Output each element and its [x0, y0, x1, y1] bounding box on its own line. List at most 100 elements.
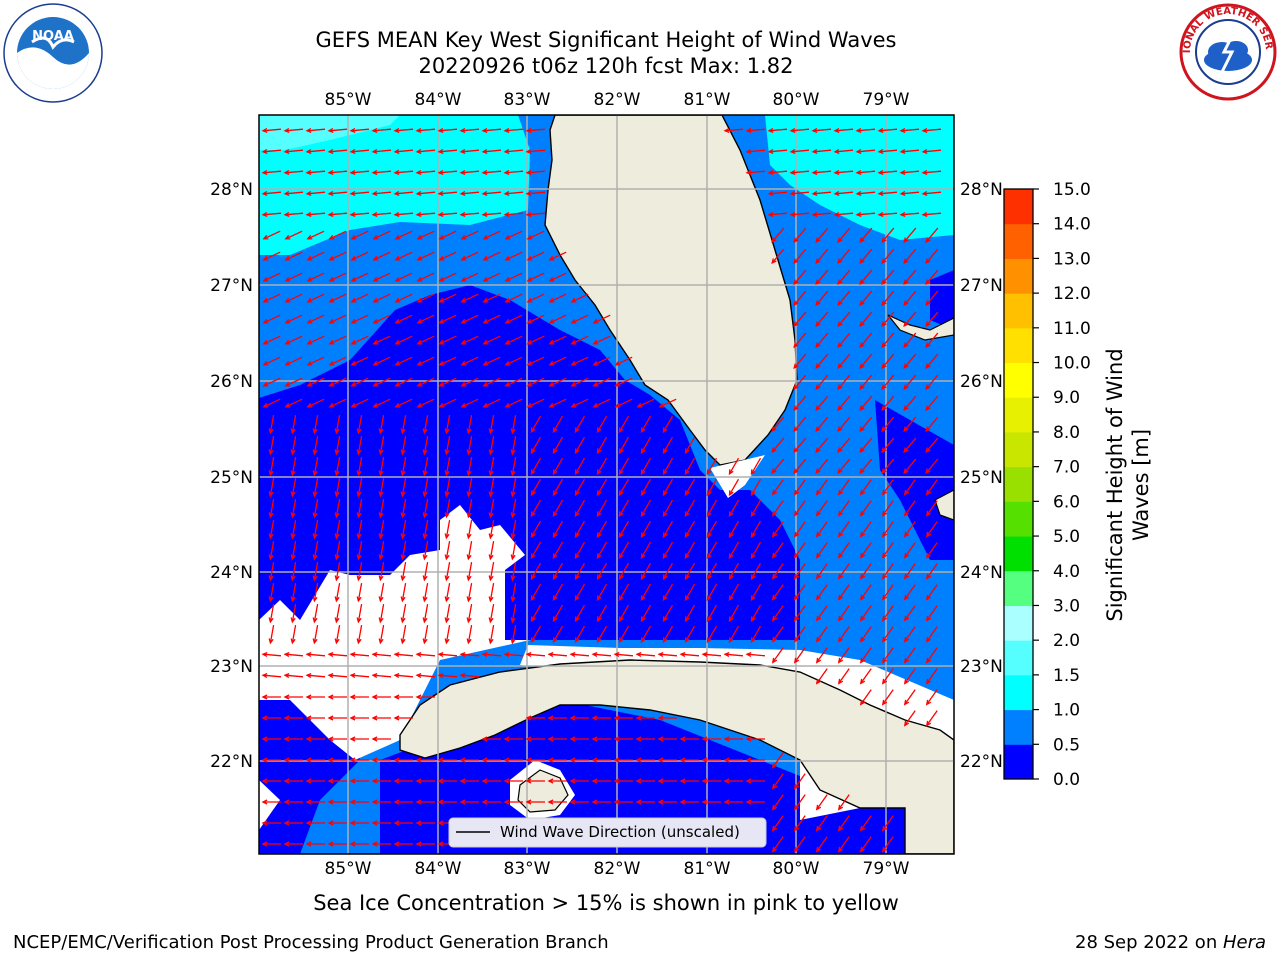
wind-arrow-shaft: [878, 212, 898, 216]
wind-arrow-shaft: [816, 584, 828, 600]
wind-arrow-shaft: [423, 519, 429, 539]
wind-arrow-shaft: [350, 128, 370, 132]
wind-arrow-head: [859, 405, 865, 412]
wind-arrow-shaft: [357, 519, 363, 539]
lon-label: 82°W: [594, 859, 641, 879]
wind-arrow-head: [488, 512, 494, 519]
wind-arrow-head: [504, 276, 511, 282]
wind-arrow-head: [466, 533, 472, 540]
wind-arrow-head: [268, 428, 274, 435]
wind-arrow-shaft: [483, 251, 501, 261]
wind-arrow-shaft: [438, 653, 458, 657]
wind-arrow-head: [793, 615, 800, 622]
wind-arrow-shaft: [379, 435, 385, 455]
lon-label: 82°W: [594, 90, 641, 110]
wind-arrow-head: [305, 757, 312, 763]
wind-arrow-head: [793, 657, 800, 664]
wind-arrow-shaft: [445, 519, 451, 539]
wind-arrow-shaft: [922, 170, 942, 174]
wind-arrow-shaft: [439, 356, 457, 366]
wind-arrow-shaft: [878, 149, 898, 153]
wind-arrow-head: [349, 736, 356, 742]
wind-arrow-shaft: [335, 624, 341, 644]
wind-arrow-shaft: [878, 191, 898, 195]
wind-arrow-shaft: [838, 563, 850, 579]
wind-arrow-shaft: [816, 836, 828, 852]
wind-arrow-shaft: [640, 562, 652, 580]
wind-arrow-shaft: [859, 290, 873, 306]
wind-arrow-head: [488, 428, 494, 435]
wind-arrow-shaft: [903, 458, 917, 474]
wind-arrow-shaft: [439, 398, 457, 408]
wind-arrow-head: [305, 127, 312, 134]
colorbar-segment: [1004, 258, 1033, 294]
wind-arrow-head: [614, 402, 621, 408]
wind-arrow-shaft: [837, 416, 851, 432]
wind-arrow-shaft: [882, 647, 894, 663]
wind-arrow-head: [789, 211, 796, 218]
wind-arrow-head: [422, 449, 428, 456]
wind-arrow-shaft: [373, 251, 391, 261]
wind-arrow-shaft: [574, 478, 586, 496]
wind-arrow-shaft: [357, 624, 363, 644]
wind-arrow-head: [372, 360, 379, 366]
wind-arrow-head: [859, 342, 865, 349]
wind-arrow-shaft: [489, 624, 495, 644]
wind-arrow-head: [503, 127, 510, 134]
wind-arrow-shaft: [728, 583, 740, 601]
wind-arrow-head: [460, 276, 467, 282]
wind-arrow-shaft: [771, 227, 785, 243]
wind-arrow-head: [745, 169, 752, 176]
wind-arrow-shaft: [859, 353, 873, 369]
wind-wave-arrows: [261, 127, 942, 853]
wind-arrow-head: [290, 533, 296, 540]
wind-arrow-shaft: [815, 332, 829, 348]
wind-arrow-shaft: [269, 561, 275, 581]
wind-arrow-head: [833, 169, 840, 176]
wind-arrow-shaft: [618, 583, 630, 601]
wind-arrow-shaft: [812, 170, 832, 174]
wind-arrow-head: [261, 651, 268, 658]
wind-arrow-head: [466, 575, 472, 582]
wind-arrow-shaft: [306, 191, 326, 195]
wind-arrow-head: [393, 757, 400, 763]
wind-arrow-shaft: [904, 605, 916, 621]
wind-arrow-head: [793, 426, 799, 433]
wind-arrow-shaft: [596, 625, 608, 643]
wind-arrow-head: [899, 211, 906, 218]
wind-arrow-head: [328, 402, 335, 408]
wind-arrow-shaft: [489, 540, 495, 560]
wind-arrow-shaft: [662, 436, 674, 454]
wind-arrow-head: [371, 715, 378, 721]
wind-arrow-head: [745, 148, 752, 155]
wind-arrow-shaft: [771, 458, 785, 474]
wind-arrow-shaft: [262, 191, 282, 195]
wind-arrow-head: [328, 381, 335, 387]
wind-arrow-head: [859, 237, 865, 244]
wind-arrow-shaft: [394, 653, 414, 657]
wind-arrow-shaft: [640, 583, 652, 601]
wind-arrow-head: [466, 428, 472, 435]
wind-arrow-head: [881, 510, 888, 517]
wind-arrow-shaft: [706, 562, 718, 580]
wind-arrow-head: [771, 258, 777, 265]
wind-arrow-shaft: [925, 227, 939, 243]
wind-arrow-head: [881, 405, 887, 412]
wind-arrow-shaft: [379, 414, 385, 434]
wind-arrow-shaft: [750, 478, 762, 496]
wind-arrow-head: [793, 447, 799, 454]
wind-arrow-head: [438, 297, 445, 303]
wind-arrow-head: [596, 616, 602, 623]
wind-arrow-head: [328, 234, 335, 240]
wind-arrow-head: [881, 615, 888, 622]
wind-arrow-shaft: [269, 540, 275, 560]
wind-arrow-shaft: [401, 582, 407, 602]
wind-arrow-shaft: [372, 128, 392, 132]
wind-arrow-shaft: [834, 212, 854, 216]
wind-arrow-head: [793, 846, 800, 853]
wind-arrow-shaft: [307, 314, 325, 324]
wind-arrow-shaft: [351, 251, 369, 261]
wind-arrow-head: [262, 276, 269, 282]
wind-arrow-head: [745, 736, 752, 742]
wind-arrow-shaft: [313, 603, 319, 623]
